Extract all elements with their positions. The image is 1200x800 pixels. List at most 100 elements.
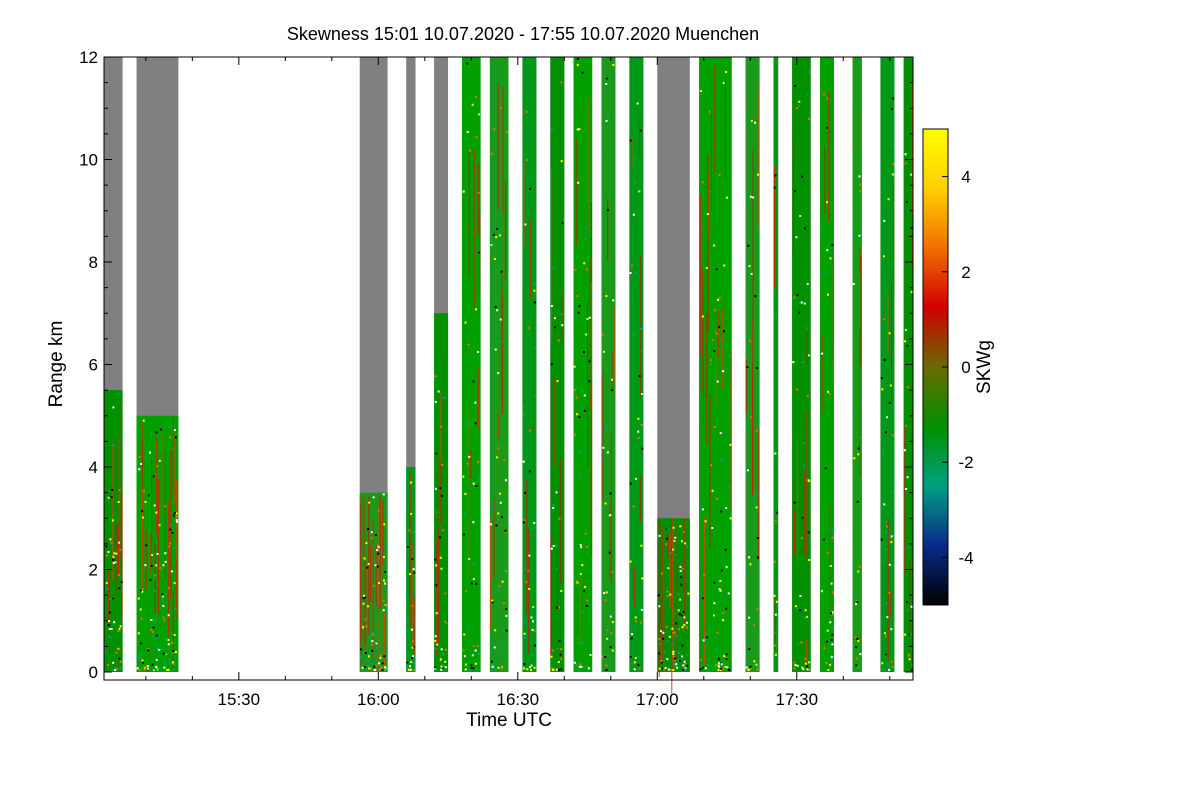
texture-speck bbox=[677, 593, 680, 596]
texture-streak bbox=[502, 86, 504, 213]
texture-speck bbox=[117, 630, 120, 632]
texture-speck bbox=[684, 662, 687, 665]
texture-speck bbox=[774, 631, 777, 634]
texture-streak bbox=[717, 310, 719, 358]
texture-speck bbox=[499, 106, 502, 109]
texture-speck bbox=[827, 527, 830, 530]
texture-speck bbox=[683, 616, 686, 619]
texture-speck bbox=[883, 358, 886, 361]
texture-speck bbox=[831, 611, 834, 614]
texture-streak bbox=[497, 83, 499, 210]
texture-speck bbox=[717, 664, 720, 667]
texture-streak bbox=[703, 285, 704, 423]
texture-speck bbox=[687, 592, 690, 595]
texture-streak bbox=[706, 254, 708, 292]
texture-speck bbox=[110, 541, 113, 544]
texture-speck bbox=[171, 661, 174, 664]
texture-speck bbox=[634, 620, 637, 623]
texture-speck bbox=[640, 608, 643, 611]
texture-speck bbox=[118, 648, 121, 651]
texture-streak bbox=[470, 450, 472, 479]
texture-speck bbox=[664, 666, 667, 669]
texture-speck bbox=[888, 332, 891, 335]
texture-speck bbox=[658, 667, 661, 670]
texture-speck bbox=[475, 136, 478, 139]
texture-speck bbox=[163, 619, 166, 622]
texture-speck bbox=[702, 653, 705, 656]
texture-streak bbox=[635, 227, 636, 307]
texture-speck bbox=[686, 626, 688, 629]
texture-speck bbox=[499, 501, 502, 504]
texture-speck bbox=[363, 557, 366, 560]
texture-streak bbox=[497, 341, 499, 508]
texture-streak bbox=[551, 169, 553, 338]
segment-signal bbox=[820, 57, 834, 672]
texture-speck bbox=[728, 669, 731, 671]
texture-speck bbox=[115, 668, 118, 671]
texture-speck bbox=[826, 97, 829, 100]
texture-speck bbox=[910, 226, 913, 229]
texture-speck bbox=[156, 465, 159, 467]
texture-speck bbox=[472, 521, 475, 524]
texture-speck bbox=[749, 665, 752, 668]
texture-speck bbox=[491, 665, 494, 668]
texture-speck bbox=[106, 664, 109, 667]
texture-speck bbox=[729, 517, 732, 520]
texture-speck bbox=[407, 620, 409, 622]
texture-streak bbox=[890, 281, 892, 405]
texture-speck bbox=[796, 608, 799, 611]
texture-streak bbox=[660, 640, 662, 661]
texture-speck bbox=[632, 505, 635, 508]
texture-speck bbox=[753, 624, 756, 627]
texture-speck bbox=[750, 667, 753, 670]
texture-speck bbox=[162, 660, 165, 663]
texture-speck bbox=[724, 665, 727, 668]
texture-speck bbox=[464, 668, 467, 671]
texture-streak bbox=[141, 488, 143, 588]
y-tick-label: 0 bbox=[89, 663, 98, 682]
data-segment bbox=[406, 57, 416, 672]
texture-speck bbox=[725, 607, 728, 610]
texture-speck bbox=[803, 441, 806, 444]
texture-speck bbox=[606, 451, 609, 454]
texture-speck bbox=[491, 599, 494, 602]
texture-speck bbox=[533, 301, 536, 304]
texture-speck bbox=[383, 655, 386, 658]
texture-speck bbox=[491, 601, 494, 604]
texture-speck bbox=[533, 629, 536, 632]
texture-streak bbox=[172, 592, 174, 669]
texture-speck bbox=[530, 664, 533, 667]
texture-speck bbox=[774, 174, 777, 177]
texture-speck bbox=[469, 149, 471, 152]
texture-speck bbox=[442, 669, 445, 671]
texture-streak bbox=[468, 152, 470, 277]
texture-speck bbox=[666, 658, 669, 661]
texture-speck bbox=[745, 666, 748, 669]
texture-streak bbox=[412, 542, 414, 650]
texture-speck bbox=[585, 605, 588, 607]
texture-speck bbox=[524, 567, 527, 570]
texture-speck bbox=[638, 667, 641, 670]
segment-signal bbox=[406, 467, 416, 672]
texture-speck bbox=[794, 664, 797, 667]
texture-streak bbox=[792, 137, 794, 253]
texture-speck bbox=[577, 181, 580, 184]
texture-speck bbox=[365, 652, 367, 654]
texture-speck bbox=[472, 380, 475, 383]
x-tick-label: 15:30 bbox=[218, 690, 261, 709]
texture-speck bbox=[683, 660, 686, 663]
texture-speck bbox=[701, 315, 704, 318]
texture-streak bbox=[797, 437, 799, 565]
texture-speck bbox=[672, 650, 675, 653]
texture-speck bbox=[410, 481, 413, 484]
texture-speck bbox=[410, 512, 413, 515]
texture-speck bbox=[609, 492, 612, 495]
texture-speck bbox=[604, 656, 607, 658]
texture-speck bbox=[149, 451, 151, 454]
texture-speck bbox=[718, 588, 721, 591]
texture-speck bbox=[118, 541, 121, 544]
texture-streak bbox=[707, 155, 709, 332]
data-segment bbox=[792, 57, 811, 672]
texture-streak bbox=[885, 562, 887, 653]
texture-speck bbox=[493, 128, 496, 131]
